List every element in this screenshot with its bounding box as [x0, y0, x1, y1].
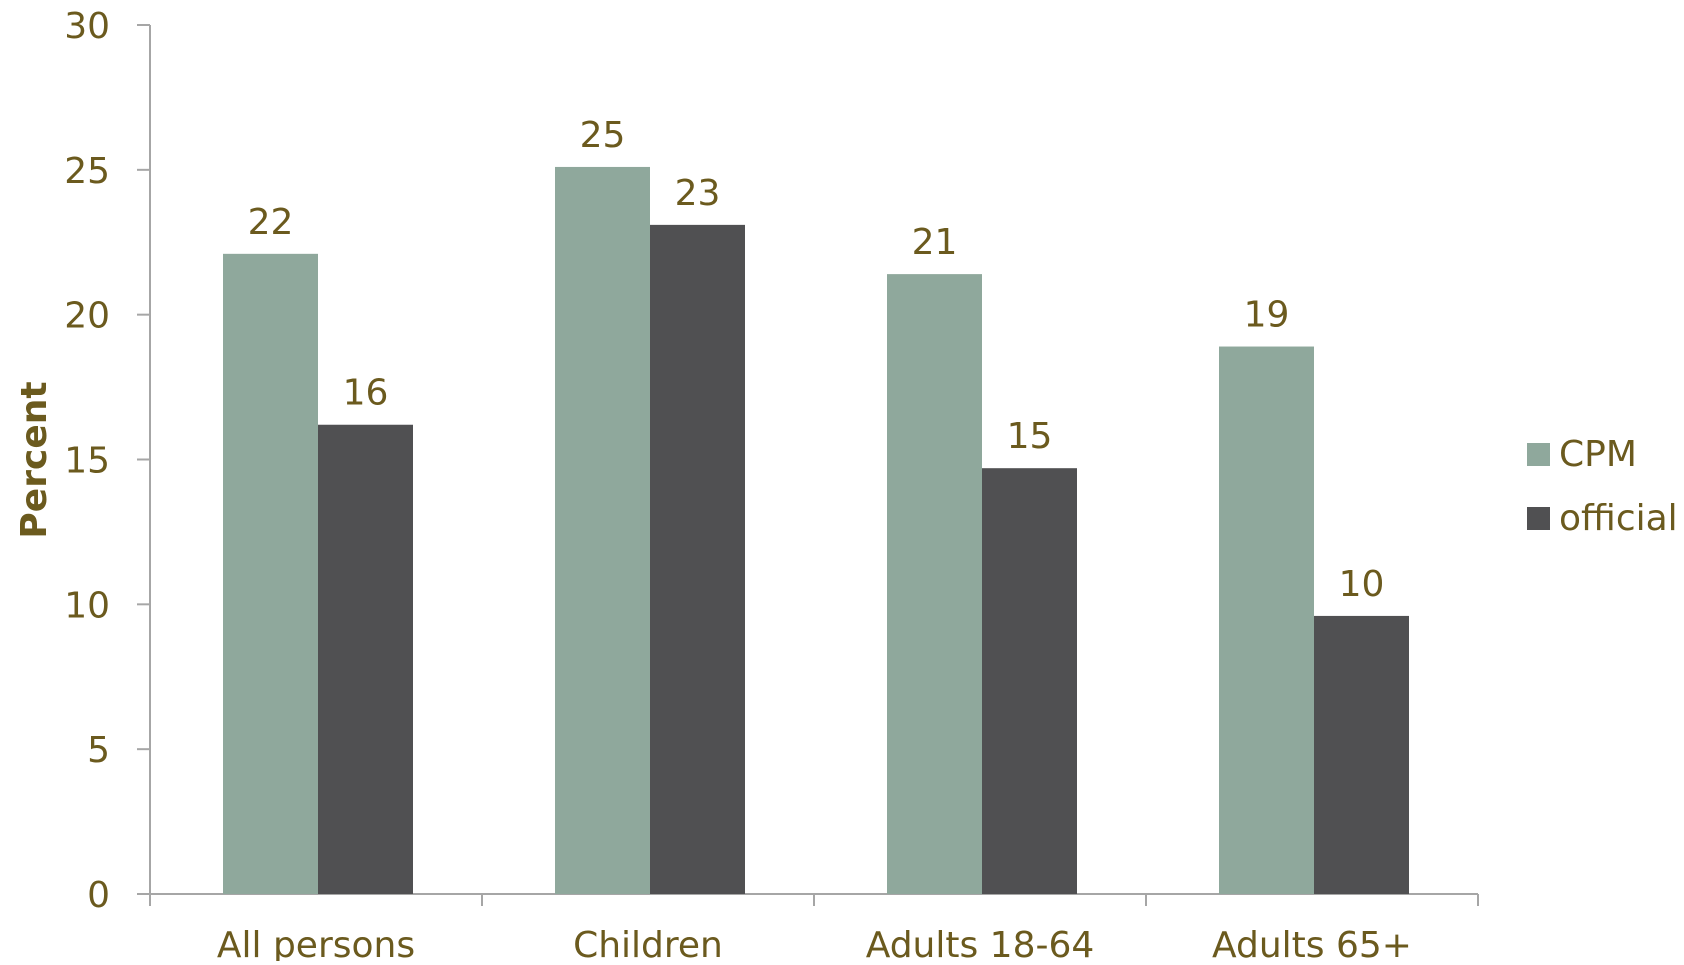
- y-tick-label: 10: [64, 585, 110, 626]
- legend-swatch-cpm: [1527, 443, 1550, 466]
- data-label: 23: [675, 173, 721, 214]
- y-tick-label: 0: [87, 875, 110, 916]
- y-axis-title: Percent: [14, 381, 55, 538]
- bar-cpm: [887, 274, 982, 894]
- bar-official: [318, 424, 413, 894]
- x-tick-label: Children: [573, 925, 723, 961]
- y-tick-label: 5: [87, 730, 110, 771]
- bar-cpm: [223, 253, 318, 894]
- legend-swatch-official: [1527, 507, 1550, 530]
- bar-official: [982, 468, 1077, 894]
- bar-cpm: [555, 166, 650, 895]
- data-label: 21: [912, 222, 958, 263]
- x-tick-label: All persons: [217, 925, 415, 961]
- x-tick-label: Adults 65+: [1212, 925, 1412, 961]
- y-tick-label: 15: [64, 441, 110, 482]
- legend: CPM official: [1527, 434, 1678, 539]
- x-tick-label: Adults 18-64: [866, 925, 1095, 961]
- data-label: 22: [248, 202, 294, 243]
- legend-label: official: [1559, 498, 1678, 539]
- data-label: 10: [1339, 564, 1385, 605]
- axes: 0 5 10 15 20 25 30 All persons Children Adults 18…: [64, 6, 1479, 965]
- y-tick-label: 25: [64, 151, 110, 192]
- legend-label: CPM: [1559, 434, 1637, 475]
- bar-cpm: [1219, 346, 1314, 894]
- bar-official: [1314, 615, 1409, 894]
- data-labels: 22 16 25 23 21 15 19 10: [248, 115, 1385, 605]
- y-tick-label: 20: [64, 296, 110, 337]
- y-tick-label: 30: [64, 6, 110, 47]
- data-label: 16: [343, 373, 389, 414]
- data-label: 19: [1244, 295, 1290, 336]
- bar-official: [650, 224, 745, 894]
- data-label: 25: [580, 115, 626, 156]
- bars: [223, 166, 1409, 895]
- data-label: 15: [1007, 416, 1053, 457]
